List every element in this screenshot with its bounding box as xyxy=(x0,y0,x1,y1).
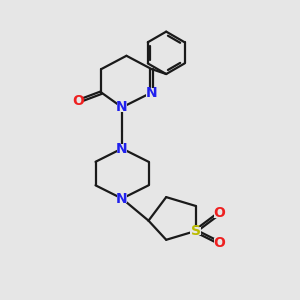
Text: O: O xyxy=(213,206,225,220)
Text: N: N xyxy=(116,142,128,155)
FancyBboxPatch shape xyxy=(117,103,127,112)
Text: N: N xyxy=(116,192,128,206)
Text: O: O xyxy=(72,94,84,108)
Text: N: N xyxy=(146,85,157,100)
FancyBboxPatch shape xyxy=(117,194,127,203)
Text: O: O xyxy=(213,236,225,250)
FancyBboxPatch shape xyxy=(73,97,83,106)
Text: S: S xyxy=(190,224,201,238)
FancyBboxPatch shape xyxy=(214,209,224,218)
FancyBboxPatch shape xyxy=(117,144,127,153)
Text: N: N xyxy=(116,100,128,114)
FancyBboxPatch shape xyxy=(214,238,224,247)
FancyBboxPatch shape xyxy=(146,88,157,97)
FancyBboxPatch shape xyxy=(190,226,201,236)
